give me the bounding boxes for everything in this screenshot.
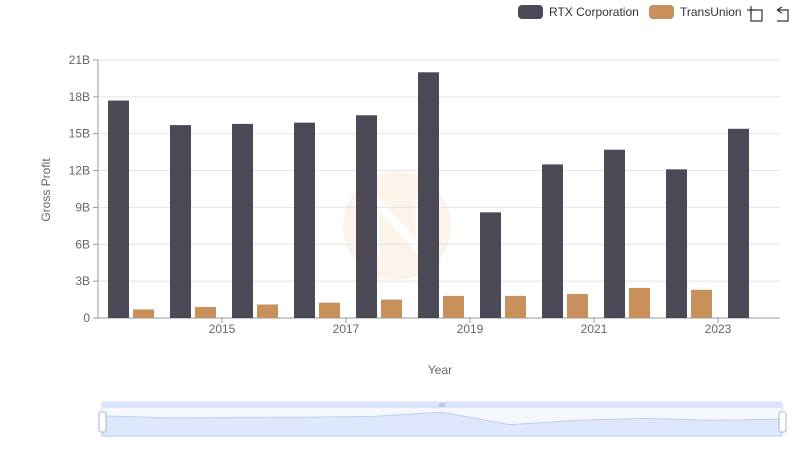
bar-transunion-2019[interactable]: [443, 295, 464, 318]
legend-item-transunion[interactable]: TransUnion: [649, 5, 742, 19]
bars: [108, 72, 749, 319]
x-axis-title: Year: [428, 363, 452, 377]
legend-label: TransUnion: [680, 5, 742, 19]
x-tick-label: 2023: [705, 322, 732, 336]
y-tick-label: 12B: [69, 164, 90, 178]
y-tick-label: 6B: [75, 237, 90, 251]
bar-transunion-2016[interactable]: [257, 304, 278, 318]
y-tick-label: 15B: [69, 127, 90, 141]
y-axis: 0 3B 6B 9B 12B 15B 18B 21B: [69, 53, 99, 325]
bar-transunion-2014[interactable]: [133, 309, 154, 318]
zoom-select-icon[interactable]: [747, 6, 763, 22]
bar-transunion-2021[interactable]: [567, 294, 588, 318]
legend-swatch: [518, 5, 543, 19]
bar-rtx-corporation-2020[interactable]: [480, 212, 501, 318]
legend-label: RTX Corporation: [549, 5, 639, 19]
data-zoom-grip[interactable]: [439, 403, 445, 407]
y-axis-title: Gross Profit: [39, 158, 53, 222]
y-tick-label: 9B: [75, 200, 90, 214]
zoom-reset-icon[interactable]: [776, 6, 789, 22]
bar-rtx-corporation-2018[interactable]: [356, 115, 377, 319]
y-tick-label: 18B: [69, 90, 90, 104]
bar-rtx-corporation-2021[interactable]: [542, 164, 563, 318]
bar-transunion-2017[interactable]: [319, 302, 340, 318]
data-zoom-slider[interactable]: [98, 401, 787, 437]
bar-rtx-corporation-2016[interactable]: [232, 123, 253, 318]
legend: RTX Corporation TransUnion: [518, 5, 742, 19]
data-zoom-preview: [101, 411, 783, 437]
data-zoom-handle-left[interactable]: [98, 411, 107, 433]
legend-item-rtx-corporation[interactable]: RTX Corporation: [518, 5, 639, 19]
bar-rtx-corporation-2023[interactable]: [666, 169, 687, 318]
x-tick-label: 2019: [457, 322, 484, 336]
x-tick-label: 2021: [581, 322, 608, 336]
x-axis: 2015 2017 2019 2021 2023: [98, 317, 780, 336]
x-tick-label: 2015: [209, 322, 236, 336]
bar-rtx-corporation-2014[interactable]: [108, 100, 129, 319]
data-zoom-handle-right[interactable]: [778, 411, 787, 433]
bar-transunion-2020[interactable]: [505, 295, 526, 318]
bar-transunion-2018[interactable]: [381, 299, 402, 318]
x-tick-label: 2017: [333, 322, 360, 336]
bar-rtx-corporation-2015[interactable]: [170, 125, 191, 318]
bar-rtx-corporation-2024[interactable]: [728, 128, 749, 318]
data-zoom-window[interactable]: [102, 408, 782, 436]
bar-rtx-corporation-2017[interactable]: [294, 122, 315, 319]
bar-rtx-corporation-2019[interactable]: [418, 72, 439, 319]
y-tick-label: 0: [83, 311, 90, 325]
bar-transunion-2023[interactable]: [691, 289, 712, 318]
bar-transunion-2015[interactable]: [195, 306, 216, 318]
bar-transunion-2022[interactable]: [629, 287, 650, 318]
y-tick-label: 3B: [75, 274, 90, 288]
legend-swatch: [649, 5, 674, 19]
bar-rtx-corporation-2022[interactable]: [604, 149, 625, 318]
y-tick-label: 21B: [69, 53, 90, 67]
